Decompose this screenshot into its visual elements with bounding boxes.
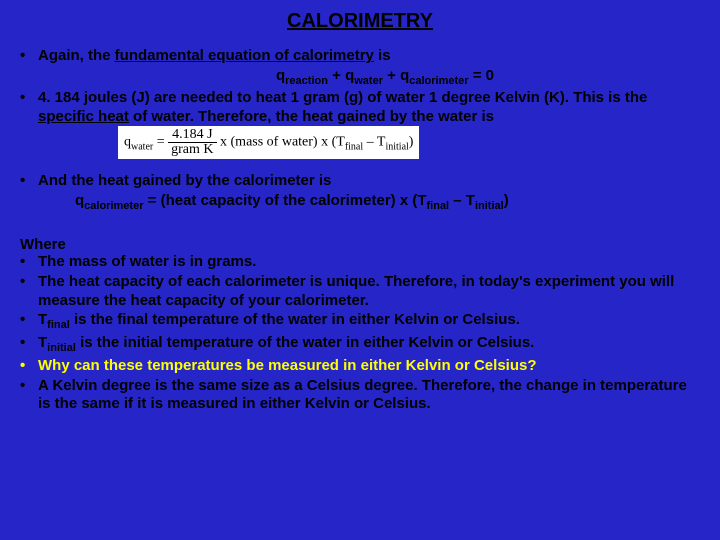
where-item-4: • Tinitial is the initial temperature of… bbox=[20, 334, 700, 356]
sub-water: water bbox=[131, 142, 153, 153]
q-sym: q bbox=[345, 67, 354, 84]
bullet-text: And the heat gained by the calorimeter i… bbox=[38, 172, 700, 191]
bullet-1: • Again, the fundamental equation of cal… bbox=[20, 47, 700, 66]
q-sym: q bbox=[276, 67, 285, 84]
t-sym: T bbox=[38, 334, 47, 351]
bullet-text: Again, the fundamental equation of calor… bbox=[38, 47, 700, 66]
bullet-text: A Kelvin degree is the same size as a Ce… bbox=[38, 377, 700, 415]
bullet-text: Why can these temperatures be measured i… bbox=[38, 357, 700, 376]
bullet-dot: • bbox=[20, 273, 38, 311]
q-sym: q bbox=[400, 67, 409, 84]
bullet-dot: • bbox=[20, 89, 38, 160]
bullet-text: Tinitial is the initial temperature of t… bbox=[38, 334, 700, 356]
equation-fundamental: qreaction + qwater + qcalorimeter = 0 bbox=[70, 67, 700, 87]
bullet-text: The mass of water is in grams. bbox=[38, 253, 700, 272]
slide-title: CALORIMETRY bbox=[20, 10, 700, 33]
bullet-text: The heat capacity of each calorimeter is… bbox=[38, 273, 700, 311]
fraction: 4.184 Jgram K bbox=[168, 128, 216, 157]
close-paren: ) bbox=[409, 135, 414, 150]
text: is the final temperature of the water in… bbox=[70, 311, 520, 328]
bullet-2: • 4. 184 joules (J) are needed to heat 1… bbox=[20, 89, 700, 160]
formula-qwater: qwater = 4.184 Jgram K x (mass of water)… bbox=[118, 126, 419, 159]
sub-tfinal: final bbox=[47, 319, 70, 331]
t-sym: T bbox=[38, 311, 47, 328]
text: = (heat capacity of the calorimeter) x (… bbox=[143, 192, 426, 209]
denominator: gram K bbox=[168, 143, 216, 157]
where-item-3: • Tfinal is the final temperature of the… bbox=[20, 311, 700, 333]
equation-qcalorimeter: qcalorimeter = (heat capacity of the cal… bbox=[75, 192, 700, 212]
where-item-1: • The mass of water is in grams. bbox=[20, 253, 700, 272]
spacer bbox=[20, 214, 700, 226]
where-heading: Where bbox=[20, 236, 700, 253]
sub-reaction: reaction bbox=[285, 75, 328, 87]
bullet-dot: • bbox=[20, 253, 38, 272]
close-paren: ) bbox=[504, 192, 509, 209]
slide: CALORIMETRY • Again, the fundamental equ… bbox=[0, 0, 720, 540]
bullet-text: Tfinal is the final temperature of the w… bbox=[38, 311, 700, 333]
sub-water: water bbox=[354, 75, 383, 87]
eq-zero: = 0 bbox=[469, 67, 494, 84]
sub-tinitial: initial bbox=[475, 200, 504, 212]
sub-tfinal: final bbox=[345, 142, 363, 153]
spacer bbox=[20, 160, 700, 172]
sub-calorimeter: calorimeter bbox=[409, 75, 468, 87]
plus-2: + bbox=[383, 67, 400, 84]
q-sym: q bbox=[75, 192, 84, 209]
text-underline: specific heat bbox=[38, 108, 129, 125]
where-item-6: • A Kelvin degree is the same size as a … bbox=[20, 377, 700, 415]
text-underline: fundamental equation of calorimetry bbox=[115, 47, 374, 64]
minus: – T bbox=[363, 135, 385, 150]
text-pre: 4. 184 joules (J) are needed to heat 1 g… bbox=[38, 89, 647, 106]
sub-tinitial: initial bbox=[47, 342, 76, 354]
bullet-dot: • bbox=[20, 311, 38, 333]
numerator: 4.184 J bbox=[168, 128, 216, 143]
bullet-dot: • bbox=[20, 47, 38, 66]
text: x (mass of water) x (T bbox=[217, 135, 345, 150]
bullet-3: • And the heat gained by the calorimeter… bbox=[20, 172, 700, 191]
bullet-dot: • bbox=[20, 334, 38, 356]
sub-calorimeter: calorimeter bbox=[84, 200, 143, 212]
q-sym: q bbox=[124, 135, 131, 150]
text-pre: Again, the bbox=[38, 47, 115, 64]
sub-tfinal: final bbox=[427, 200, 450, 212]
sub-tinitial: initial bbox=[385, 142, 408, 153]
bullet-dot: • bbox=[20, 377, 38, 415]
minus: – T bbox=[449, 192, 475, 209]
text-post: of water. Therefore, the heat gained by … bbox=[129, 108, 494, 125]
where-item-2: • The heat capacity of each calorimeter … bbox=[20, 273, 700, 311]
text-post: is bbox=[374, 47, 391, 64]
bullet-dot: • bbox=[20, 357, 38, 376]
where-item-5: • Why can these temperatures be measured… bbox=[20, 357, 700, 376]
equals: = bbox=[153, 135, 168, 150]
bullet-dot: • bbox=[20, 172, 38, 191]
text: is the initial temperature of the water … bbox=[76, 334, 534, 351]
plus-1: + bbox=[328, 67, 345, 84]
bullet-text: 4. 184 joules (J) are needed to heat 1 g… bbox=[38, 89, 700, 160]
